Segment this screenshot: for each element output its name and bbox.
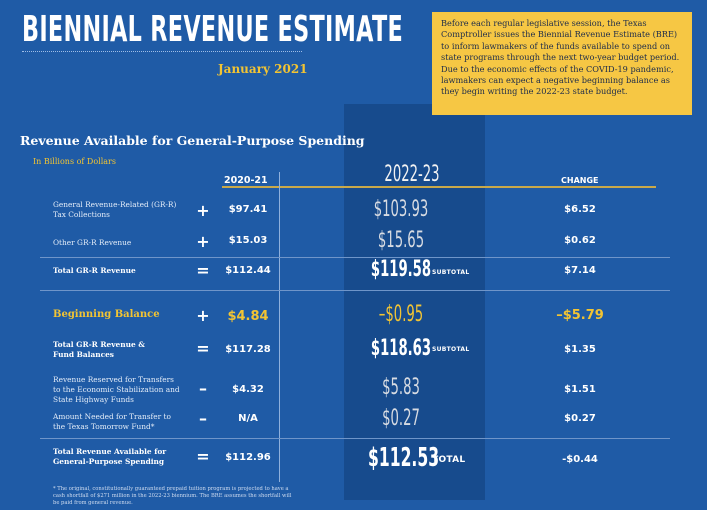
value-2020-21: $112.44 — [225, 265, 271, 276]
footnote: * The original, constitutionally guarant… — [53, 486, 292, 506]
column-header-change: CHANGE — [561, 176, 599, 185]
row-label: Amount Needed for Transfer to the Texas … — [53, 412, 171, 431]
plus-icon: + — [196, 201, 210, 220]
row-label: General Revenue-Related (GR-R) Tax Colle… — [53, 200, 177, 219]
value-2020-21: $4.84 — [227, 309, 269, 324]
equals-icon: = — [196, 261, 210, 280]
value-2022-23: $118.63 — [370, 336, 432, 361]
header-rule — [222, 186, 656, 188]
minus-icon: – — [199, 409, 207, 428]
value-change: $1.51 — [564, 384, 596, 395]
row-divider — [40, 290, 670, 291]
section-title: Revenue Available for General-Purpose Sp… — [20, 133, 365, 148]
value-2022-23: $15.65 — [377, 228, 425, 253]
minus-icon: – — [199, 379, 207, 398]
value-2022-23: $0.27 — [382, 406, 420, 431]
row-divider — [40, 257, 670, 258]
row-label: Total GR-R Revenue & Fund Balances — [53, 340, 145, 359]
row-label: Revenue Reserved for Transfers to the Ec… — [53, 375, 180, 404]
title-divider — [22, 51, 302, 52]
column-highlight-band — [344, 104, 485, 500]
subtotal-tag: SUBTOTAL — [432, 269, 470, 276]
row-divider — [40, 438, 670, 439]
value-2020-21: $15.03 — [228, 235, 268, 246]
plus-icon: + — [196, 306, 210, 325]
row-label: Total GR-R Revenue — [53, 266, 136, 275]
row-label: Other GR-R Revenue — [53, 238, 132, 247]
column-header-2020-21: 2020-21 — [224, 175, 268, 186]
page-title: BIENNIAL REVENUE ESTIMATE — [22, 9, 404, 50]
value-2022-23: $103.93 — [373, 197, 429, 222]
value-2020-21: $4.32 — [232, 384, 264, 395]
column-divider — [279, 172, 280, 482]
subtotal-tag: SUBTOTAL — [432, 346, 470, 353]
row-label: Beginning Balance — [53, 309, 160, 320]
value-2020-21: $117.28 — [225, 344, 271, 355]
value-2022-23: –$0.95 — [378, 302, 424, 327]
value-2022-23: $112.53 — [368, 443, 440, 473]
value-2020-21: N/A — [238, 413, 258, 424]
equals-icon: = — [196, 339, 210, 358]
intro-note-box: Before each regular legislative session,… — [432, 12, 692, 115]
column-header-2022-23: 2022-23 — [384, 162, 440, 187]
report-date: January 2021 — [218, 62, 308, 76]
value-change: $0.27 — [564, 413, 596, 424]
row-label: Total Revenue Available for General-Purp… — [53, 447, 167, 466]
units-label: In Billions of Dollars — [33, 157, 116, 166]
total-tag: TOTAL — [432, 455, 466, 465]
value-change: $6.52 — [564, 204, 596, 215]
plus-icon: + — [196, 232, 210, 251]
value-change: $0.62 — [564, 235, 596, 246]
value-change: $1.35 — [564, 344, 596, 355]
value-2022-23: $119.58 — [370, 257, 432, 282]
equals-icon: = — [196, 447, 210, 466]
value-change: -$0.44 — [562, 454, 598, 465]
value-2022-23: $5.83 — [382, 375, 420, 400]
value-2020-21: $97.41 — [228, 204, 268, 215]
value-change: –$5.79 — [556, 308, 604, 323]
value-change: $7.14 — [564, 265, 596, 276]
value-2020-21: $112.96 — [225, 452, 271, 463]
